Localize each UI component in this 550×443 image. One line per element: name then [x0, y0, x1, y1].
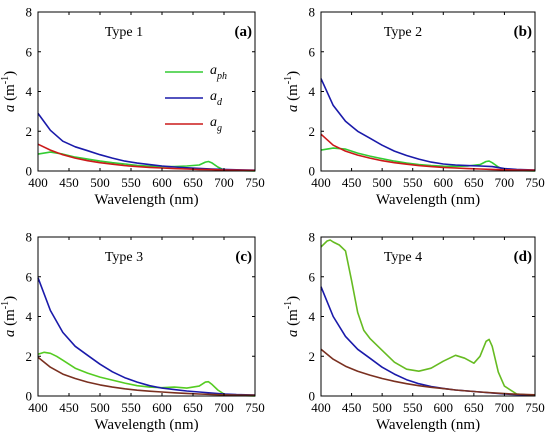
y-tick-label: 4	[309, 309, 316, 324]
y-tick-label: 6	[26, 269, 33, 284]
series-line-a-ph	[37, 151, 256, 172]
x-tick-label: 550	[121, 175, 141, 190]
x-tick-label: 750	[525, 400, 545, 415]
x-tick-label: 400	[311, 175, 331, 190]
series-line-a-d	[37, 112, 256, 171]
x-tick-label: 450	[59, 400, 79, 415]
y-tick-label: 8	[26, 230, 33, 245]
x-tick-label: 450	[342, 400, 362, 415]
plot-area-frame	[320, 236, 536, 397]
series-line-a-g	[320, 133, 536, 171]
x-tick-label: 400	[28, 175, 48, 190]
y-tick-label: 8	[26, 5, 33, 20]
x-tick-label: 750	[525, 175, 545, 190]
x-tick-label: 700	[495, 175, 515, 190]
x-tick-label: 600	[152, 400, 172, 415]
y-tick-label: 2	[26, 349, 33, 364]
panel-1: 400 450 500 550 600 650 700 750 0 2 4 6 8 Wavelength …	[0, 5, 265, 209]
x-tick-label: 500	[372, 400, 392, 415]
y-tick-label: 0	[26, 389, 33, 404]
series-line-a-d	[37, 277, 256, 396]
x-tick-label: 600	[434, 175, 454, 190]
x-tick-label: 650	[464, 175, 484, 190]
legend-label-a-d: ad	[210, 89, 223, 108]
x-axis-label: Wavelength (nm)	[94, 417, 198, 433]
legend-label-a-ph: aph	[210, 63, 227, 82]
x-tick-label: 700	[495, 400, 515, 415]
x-tick-label: 600	[152, 175, 172, 190]
x-axis-label: Wavelength (nm)	[94, 192, 198, 208]
x-tick-label: 400	[311, 400, 331, 415]
series-line-a-ph	[320, 147, 536, 172]
x-axis-label: Wavelength (nm)	[376, 417, 480, 433]
panel-2: 400 450 500 550 600 650 700 750 0 2 4 6 8 Wavelength …	[283, 5, 545, 209]
legend: aph ad ag	[165, 63, 227, 134]
y-axis-label: a (m-1)	[0, 296, 18, 337]
panel-title: Type 4	[384, 250, 422, 265]
series-line-a-ph	[37, 351, 256, 397]
x-axis-label: Wavelength (nm)	[376, 192, 480, 208]
x-tick-label: 550	[403, 400, 423, 415]
y-tick-label: 6	[309, 44, 316, 59]
plot-area-frame	[37, 236, 256, 397]
y-tick-label: 0	[26, 164, 33, 179]
panel-letter: (b)	[514, 24, 532, 40]
x-tick-label: 500	[90, 400, 110, 415]
y-axis-label: a (m-1)	[283, 296, 301, 337]
y-tick-label: 8	[309, 5, 316, 20]
y-tick-label: 8	[309, 230, 316, 245]
panel-letter: (c)	[235, 249, 252, 265]
plot-area-frame	[37, 11, 256, 172]
y-tick-label: 4	[26, 84, 33, 99]
y-tick-label: 4	[26, 309, 33, 324]
y-tick-label: 0	[309, 389, 316, 404]
x-tick-label: 550	[121, 400, 141, 415]
plot-area-frame	[320, 11, 536, 172]
x-tick-label: 600	[434, 400, 454, 415]
series-line-a-g	[37, 356, 256, 396]
series-line-a-g	[37, 143, 256, 172]
panel-letter: (d)	[514, 249, 532, 265]
x-tick-label: 500	[372, 175, 392, 190]
x-tick-label: 550	[403, 175, 423, 190]
x-tick-label: 700	[214, 175, 234, 190]
x-tick-label: 450	[342, 175, 362, 190]
panel-title: Type 1	[105, 25, 143, 40]
y-tick-label: 6	[309, 269, 316, 284]
x-tick-label: 750	[245, 400, 265, 415]
series-line-a-ph	[320, 239, 536, 397]
y-tick-label: 2	[309, 349, 316, 364]
x-tick-label: 650	[464, 400, 484, 415]
x-tick-label: 500	[90, 175, 110, 190]
panel-4: 400 450 500 550 600 650 700 750 0 2 4 6 8 Wavelength …	[283, 230, 545, 434]
y-axis-label: a (m-1)	[283, 71, 301, 112]
y-tick-label: 2	[26, 124, 33, 139]
y-tick-label: 0	[309, 164, 316, 179]
y-axis-label: a (m-1)	[0, 71, 18, 112]
x-tick-label: 650	[183, 175, 203, 190]
series-line-a-g	[320, 348, 536, 396]
y-tick-label: 2	[309, 124, 316, 139]
panel-letter: (a)	[235, 24, 253, 40]
x-tick-label: 400	[28, 400, 48, 415]
x-tick-label: 750	[245, 175, 265, 190]
panel-title: Type 2	[384, 25, 422, 40]
y-tick-label: 4	[309, 84, 316, 99]
panel-title: Type 3	[105, 250, 143, 265]
panel-3: 400 450 500 550 600 650 700 750 0 2 4 6 8 Wavelength …	[0, 230, 265, 434]
x-tick-label: 450	[59, 175, 79, 190]
x-tick-label: 650	[183, 400, 203, 415]
series-line-a-d	[320, 286, 536, 396]
x-tick-label: 700	[214, 400, 234, 415]
y-tick-label: 6	[26, 44, 33, 59]
series-line-a-d	[320, 78, 536, 171]
legend-label-a-g: ag	[210, 115, 222, 134]
